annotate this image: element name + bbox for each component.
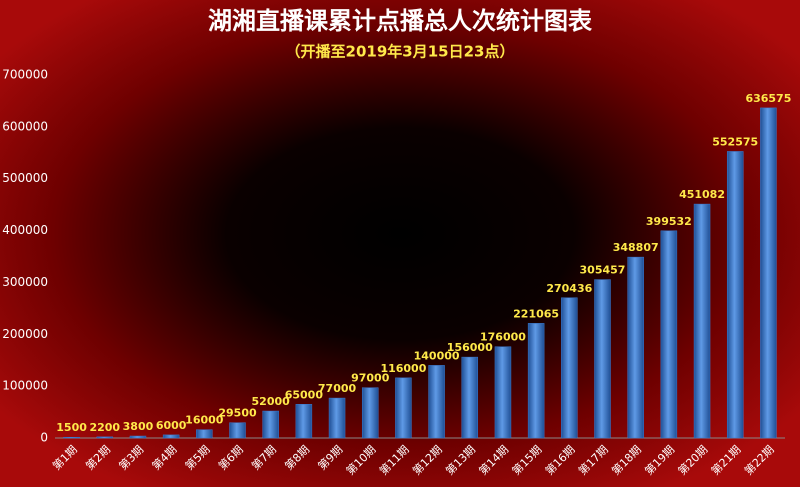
bar [129,435,147,439]
bar [63,436,80,439]
bar [561,297,578,439]
value-label: 2200 [89,421,120,434]
bar [395,377,412,439]
value-label: 116000 [380,362,426,375]
value-label: 451082 [679,188,725,201]
value-label: 97000 [351,372,390,385]
value-label: 552575 [712,135,758,148]
y-tick-label: 100000 [2,379,48,393]
y-tick-label: 0 [40,431,48,445]
bar [428,365,445,439]
bar [760,107,777,439]
value-label: 3800 [123,420,154,433]
value-label: 65000 [285,388,324,401]
bar [196,429,213,439]
y-tick-label: 400000 [2,223,48,237]
bar [262,410,279,439]
bar [229,422,246,439]
value-label: 6000 [156,419,187,432]
value-label: 52000 [252,395,291,408]
y-tick-label: 600000 [2,119,48,133]
bar [627,256,644,439]
bar [328,397,346,439]
chart-title: 湖湘直播课累计点播总人次统计图表 [208,7,593,35]
value-label: 176000 [480,331,526,344]
bar [461,356,479,439]
bar [527,323,545,439]
value-label: 305457 [580,264,626,277]
y-tick-label: 300000 [2,275,48,289]
bar [726,151,744,439]
value-label: 1500 [56,421,87,434]
value-label: 140000 [414,349,460,362]
y-tick-label: 200000 [2,327,48,341]
value-label: 77000 [318,382,357,395]
value-label: 270436 [546,282,592,295]
y-tick-label: 500000 [2,171,48,185]
bar [361,387,379,439]
bar [295,404,313,439]
bar [494,346,512,439]
value-label: 221065 [513,307,559,320]
value-label: 29500 [218,407,257,420]
bar [594,279,611,439]
value-label: 636575 [745,92,791,105]
bar [693,203,711,439]
y-tick-label: 700000 [2,68,48,82]
chart-subtitle: （开播至2019年3月15日23点） [286,43,515,61]
bar [660,230,678,439]
value-label: 399532 [646,215,692,228]
value-label: 16000 [185,414,224,427]
bar [162,434,180,439]
value-label: 348807 [613,241,659,254]
bar [96,436,114,439]
value-label: 156000 [447,341,493,354]
